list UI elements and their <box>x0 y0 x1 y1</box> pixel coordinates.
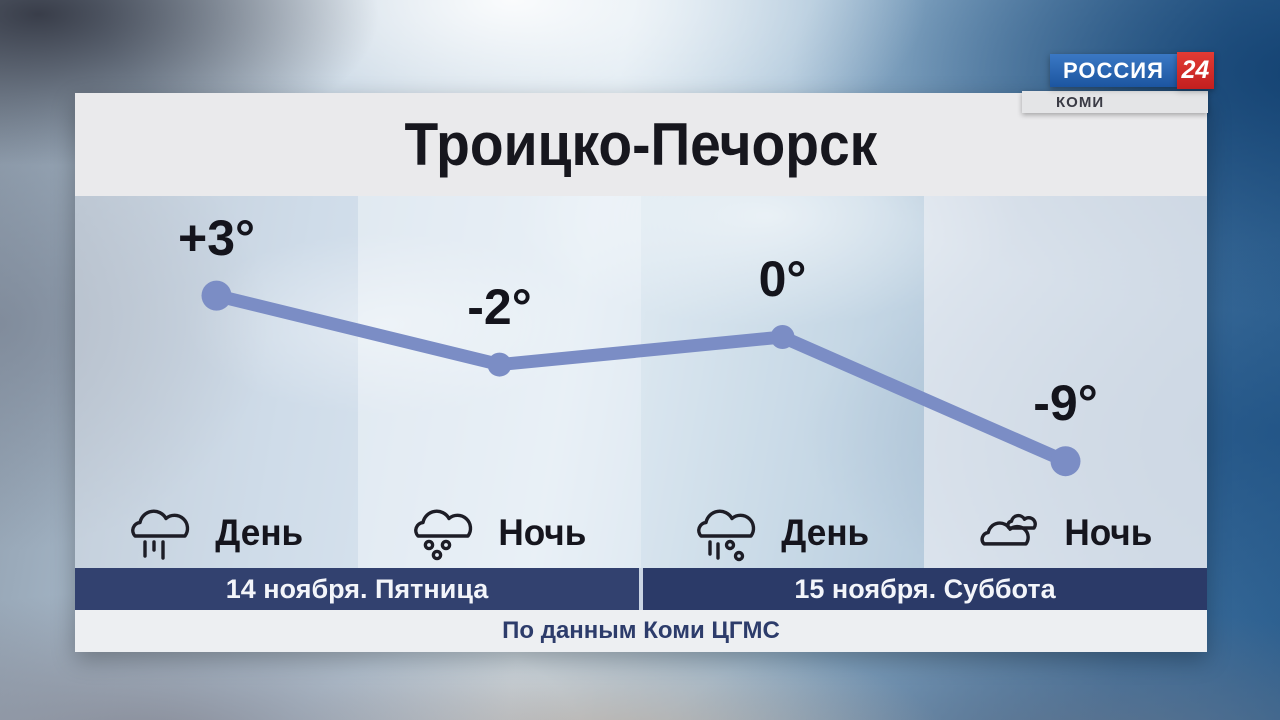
column-caption: Ночь <box>924 504 1207 562</box>
temp-label: 0° <box>758 251 807 307</box>
page-title: Троицко-Печорск <box>404 111 878 178</box>
clouds-icon <box>980 514 1038 546</box>
date-bar-friday: 14 ноября. Пятница <box>75 568 639 610</box>
forecast-panel: Троицко-Печорск День Ночь <box>75 93 1207 652</box>
channel-logo: РОССИЯ 24 <box>1050 52 1214 89</box>
temp-label: +3° <box>177 209 256 266</box>
snow-icon <box>414 509 473 561</box>
period-label: День <box>215 512 304 553</box>
source-text: По данным Коми ЦГМС <box>502 617 780 644</box>
region-label: КОМИ <box>1056 93 1105 111</box>
rain-snow-icon <box>697 509 756 562</box>
temp-label: -2° <box>467 278 532 335</box>
panel-header: Троицко-Печорск <box>75 93 1207 196</box>
source-bar: По данным Коми ЦГМС <box>75 610 1207 652</box>
rain-icon <box>131 509 190 560</box>
temp-label: -9° <box>1033 375 1098 432</box>
column-caption: День <box>75 504 358 562</box>
channel-number: 24 <box>1176 52 1214 89</box>
date-row: 14 ноября. Пятница 15 ноября. Суббота <box>75 568 1207 610</box>
column-caption: День <box>641 504 924 562</box>
period-label: День <box>781 512 870 553</box>
period-label: Ночь <box>1064 512 1153 553</box>
forecast-column-night1: Ночь <box>358 196 641 568</box>
temperature-chart: День Ночь День <box>75 196 1207 568</box>
channel-name: РОССИЯ <box>1050 54 1177 87</box>
column-caption: Ночь <box>358 504 641 562</box>
region-bar: КОМИ <box>1022 91 1208 113</box>
date-bar-saturday: 15 ноября. Суббота <box>643 568 1207 610</box>
period-label: Ночь <box>498 512 587 553</box>
